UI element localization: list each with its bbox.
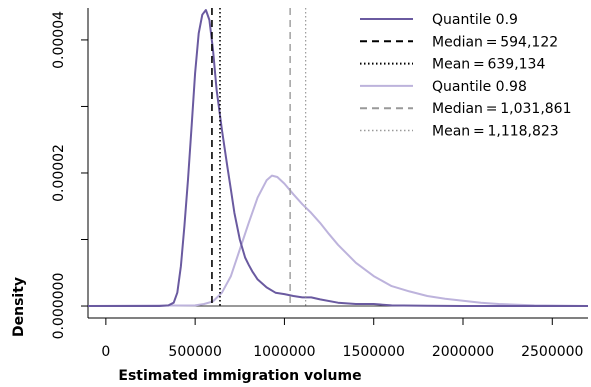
x-tick-label: 2000000: [432, 344, 494, 360]
series-layer: [87, 9, 589, 307]
reference-lines-layer: [211, 8, 307, 307]
x-tick-label: 1000000: [253, 344, 315, 360]
axes: 0 500000 1000000 1500000 2000000 2500000 0.000…: [51, 8, 588, 360]
legend-label: Quantile 0.9: [432, 12, 518, 28]
legend-label: Quantile 0.98: [432, 79, 527, 95]
legend-label: Median = 1,031,861: [432, 101, 572, 117]
y-axis-title: Density: [11, 277, 27, 337]
y-tick-label: 0.000000: [51, 273, 67, 340]
x-tick-label: 0: [101, 344, 110, 360]
legend-label: Mean = 1,118,823: [432, 124, 559, 140]
y-tick-label: 0.00004: [51, 11, 67, 69]
legend-label: Mean = 639,134: [432, 57, 545, 73]
quantile-0-98-density-line: [87, 174, 589, 307]
x-tick-label: 2500000: [521, 344, 583, 360]
legend: Quantile 0.9 Median = 594,122 Mean = 639,1…: [360, 12, 572, 140]
legend-label: Median = 594,122: [432, 34, 558, 50]
x-axis-title: Estimated immigration volume: [118, 368, 361, 384]
quantile-0-9-density-line: [88, 9, 588, 307]
x-tick-label: 500000: [168, 344, 221, 360]
y-tick-label: 0.00002: [51, 144, 67, 202]
x-tick-label: 1500000: [343, 344, 405, 360]
